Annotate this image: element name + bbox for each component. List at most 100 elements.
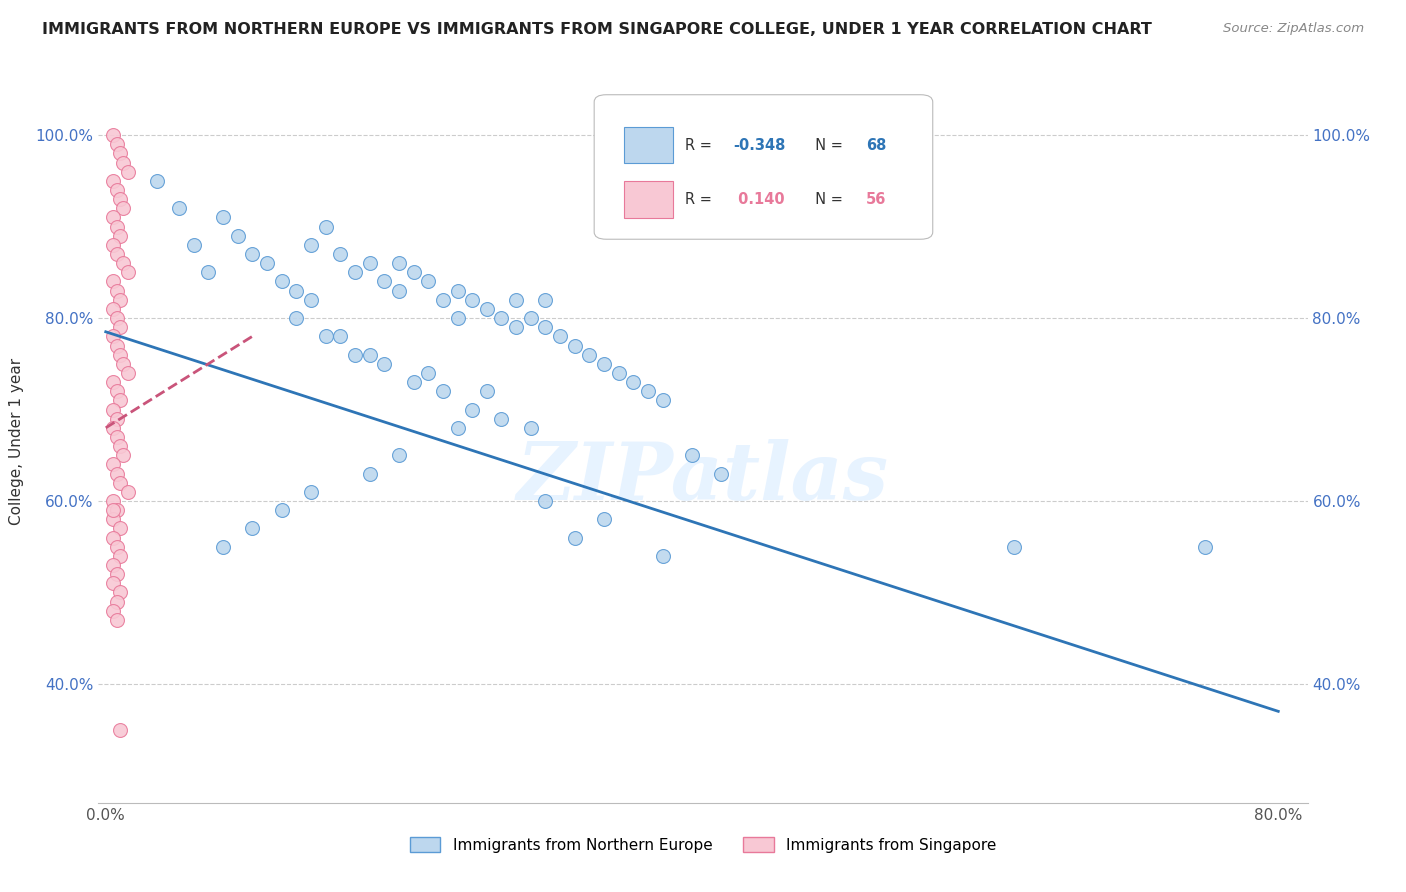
Point (110, 348, 132, 362)
Point (110, 475, 132, 490)
Point (110, 146, 132, 161)
Point (226, 228, 249, 243)
Point (373, 275, 395, 289)
Point (110, 293, 132, 307)
Point (107, 311, 129, 326)
Point (107, 467, 129, 481)
Point (520, 311, 543, 326)
Point (107, 338, 129, 352)
Point (329, 329, 352, 343)
Point (146, 174, 169, 188)
Point (432, 293, 454, 307)
Point (101, 576, 124, 591)
Point (212, 211, 235, 225)
Point (299, 293, 322, 307)
Text: ZIPatlas: ZIPatlas (517, 439, 889, 516)
Point (110, 521, 132, 535)
Point (1194, 540, 1216, 554)
Point (167, 202, 190, 216)
Point (240, 247, 263, 261)
Point (388, 284, 411, 298)
Point (299, 238, 322, 252)
Point (101, 211, 124, 225)
Point (110, 723, 132, 737)
Point (101, 275, 124, 289)
Point (461, 402, 484, 417)
Point (534, 293, 557, 307)
Point (593, 357, 616, 371)
Point (117, 484, 139, 499)
Point (212, 540, 235, 554)
Point (117, 366, 139, 380)
Point (446, 311, 468, 326)
Point (285, 284, 308, 298)
Point (446, 421, 468, 435)
Point (112, 202, 135, 216)
Point (329, 247, 352, 261)
Point (112, 256, 135, 270)
Point (564, 531, 586, 545)
Point (256, 256, 278, 270)
Point (107, 284, 129, 298)
Text: R =: R = (685, 137, 717, 153)
Y-axis label: College, Under 1 year: College, Under 1 year (10, 358, 24, 525)
Point (270, 503, 292, 517)
Text: R =: R = (685, 192, 717, 207)
Point (491, 311, 513, 326)
Point (418, 366, 440, 380)
Point (107, 219, 129, 234)
Point (101, 494, 124, 508)
Point (299, 484, 322, 499)
Point (101, 531, 124, 545)
Text: 56: 56 (866, 192, 887, 207)
Text: N =: N = (806, 192, 848, 207)
Point (107, 503, 129, 517)
Point (607, 366, 630, 380)
Point (101, 238, 124, 252)
Point (110, 549, 132, 563)
Bar (624, 181, 673, 218)
Point (101, 503, 124, 517)
Point (107, 567, 129, 582)
Point (107, 183, 129, 197)
Point (270, 275, 292, 289)
Text: 68: 68 (866, 137, 887, 153)
Point (183, 238, 205, 252)
Point (505, 293, 527, 307)
Point (359, 256, 381, 270)
Point (388, 256, 411, 270)
Point (112, 357, 135, 371)
Point (101, 174, 124, 188)
Point (520, 421, 543, 435)
Point (651, 393, 673, 408)
Point (110, 320, 132, 334)
Point (446, 284, 468, 298)
Point (101, 421, 124, 435)
Point (1004, 540, 1026, 554)
Point (101, 402, 124, 417)
Point (593, 512, 616, 526)
Point (110, 228, 132, 243)
Point (710, 467, 733, 481)
Point (651, 549, 673, 563)
Text: 0.140: 0.140 (734, 192, 785, 207)
Point (461, 293, 484, 307)
Point (101, 604, 124, 618)
Point (112, 155, 135, 169)
Point (359, 348, 381, 362)
Point (101, 458, 124, 472)
Text: IMMIGRANTS FROM NORTHERN EUROPE VS IMMIGRANTS FROM SINGAPORE COLLEGE, UNDER 1 YE: IMMIGRANTS FROM NORTHERN EUROPE VS IMMIG… (42, 22, 1152, 37)
Point (101, 329, 124, 343)
Point (359, 467, 381, 481)
Point (315, 219, 337, 234)
Text: N =: N = (806, 137, 848, 153)
Point (112, 448, 135, 462)
Point (107, 430, 129, 444)
Point (505, 320, 527, 334)
Point (491, 411, 513, 425)
FancyBboxPatch shape (595, 95, 932, 239)
Point (315, 329, 337, 343)
Point (475, 301, 498, 316)
Point (285, 311, 308, 326)
Point (101, 512, 124, 526)
